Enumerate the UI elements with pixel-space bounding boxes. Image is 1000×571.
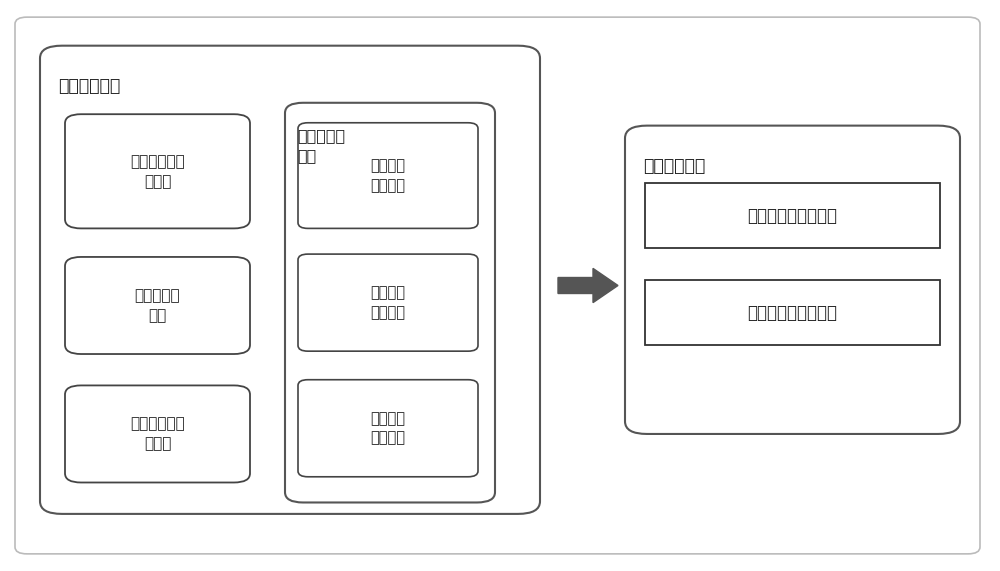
Text: 场站编辑子
模块: 场站编辑子 模块	[135, 288, 180, 323]
Text: 第二减少超停于模块: 第二减少超停于模块	[748, 304, 838, 321]
FancyBboxPatch shape	[15, 17, 980, 554]
Bar	[645, 280, 940, 345]
FancyBboxPatch shape	[65, 257, 250, 354]
FancyBboxPatch shape	[285, 103, 495, 502]
Text: 第一减少超停于模块: 第一减少超停于模块	[748, 207, 838, 224]
Bar	[645, 183, 940, 248]
FancyBboxPatch shape	[625, 126, 960, 434]
Text: 场站管理模块: 场站管理模块	[58, 77, 120, 95]
FancyBboxPatch shape	[298, 254, 478, 351]
Text: 新增合作场站
子模块: 新增合作场站 子模块	[130, 154, 185, 188]
Text: 用户取车模块: 用户取车模块	[643, 157, 705, 175]
Polygon shape	[558, 268, 618, 303]
FancyBboxPatch shape	[298, 380, 478, 477]
Text: 场站基本
信息单元: 场站基本 信息单元	[370, 158, 406, 193]
FancyBboxPatch shape	[40, 46, 540, 514]
FancyBboxPatch shape	[298, 123, 478, 228]
Text: 场站超停
策略单元: 场站超停 策略单元	[370, 411, 406, 445]
Text: 场站收费
规则单元: 场站收费 规则单元	[370, 286, 406, 320]
FancyBboxPatch shape	[65, 114, 250, 228]
Text: 场站停止合作
子模块: 场站停止合作 子模块	[130, 417, 185, 451]
Text: 属性配置子
模块: 属性配置子 模块	[297, 128, 345, 163]
FancyBboxPatch shape	[65, 385, 250, 482]
